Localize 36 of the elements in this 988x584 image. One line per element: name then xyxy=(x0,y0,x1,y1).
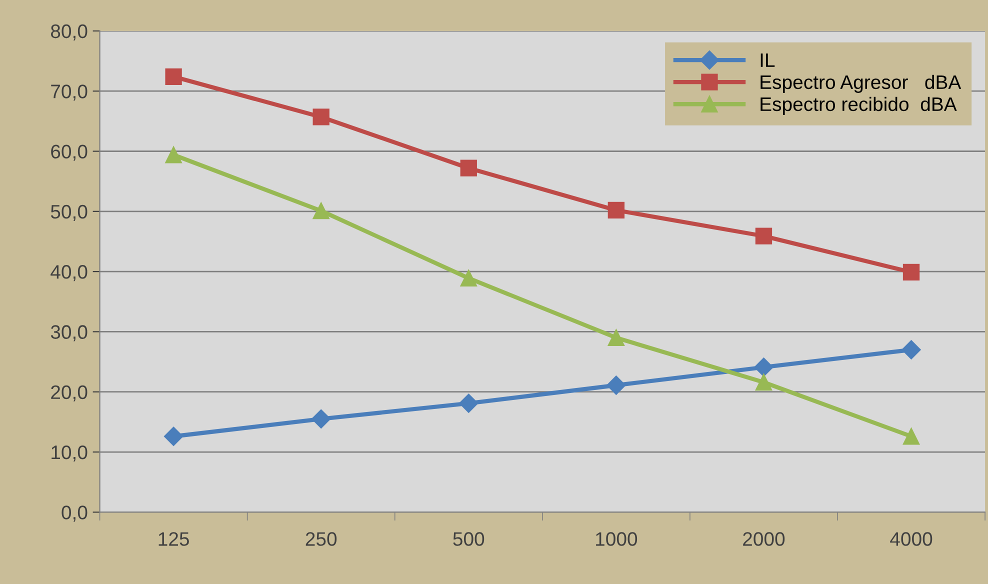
point xyxy=(459,394,478,413)
y-tick-label: 50,0 xyxy=(50,204,88,221)
y-tick-label: 0,0 xyxy=(62,506,88,522)
legend-label: IL xyxy=(760,54,775,67)
y-tick-label: 70,0 xyxy=(51,84,88,101)
point xyxy=(608,329,625,346)
y-tick-label: 10,0 xyxy=(52,445,88,462)
point xyxy=(312,409,331,428)
point xyxy=(755,228,772,244)
point xyxy=(165,68,182,85)
y-tick-label: 60,0 xyxy=(51,144,88,161)
legend-label: Espectro Agresor dBA xyxy=(760,74,962,93)
point xyxy=(608,202,625,219)
x-tick-label: 125 xyxy=(158,532,189,546)
x-tick-label: 4000 xyxy=(890,532,932,546)
y-tick-label: 30,0 xyxy=(50,325,88,342)
x-tick-label: 1000 xyxy=(596,532,638,546)
y-tick-label: 80,0 xyxy=(50,24,88,40)
x-tick-label: 500 xyxy=(453,532,484,546)
point xyxy=(312,202,330,220)
y-tick-label: 20,0 xyxy=(51,385,88,402)
point xyxy=(460,160,477,176)
point xyxy=(165,146,182,164)
point xyxy=(902,428,920,445)
y-tick-label: 40,0 xyxy=(50,265,88,282)
x-tick-label: 250 xyxy=(306,532,337,546)
point xyxy=(755,374,772,391)
point xyxy=(312,108,330,126)
legend-label: Espectro recibido dBA xyxy=(760,96,957,115)
point xyxy=(606,376,626,395)
point xyxy=(460,270,477,287)
x-tick-label: 2000 xyxy=(743,532,785,546)
point xyxy=(902,340,921,360)
point xyxy=(902,264,920,280)
point xyxy=(754,358,774,377)
point xyxy=(164,426,184,446)
